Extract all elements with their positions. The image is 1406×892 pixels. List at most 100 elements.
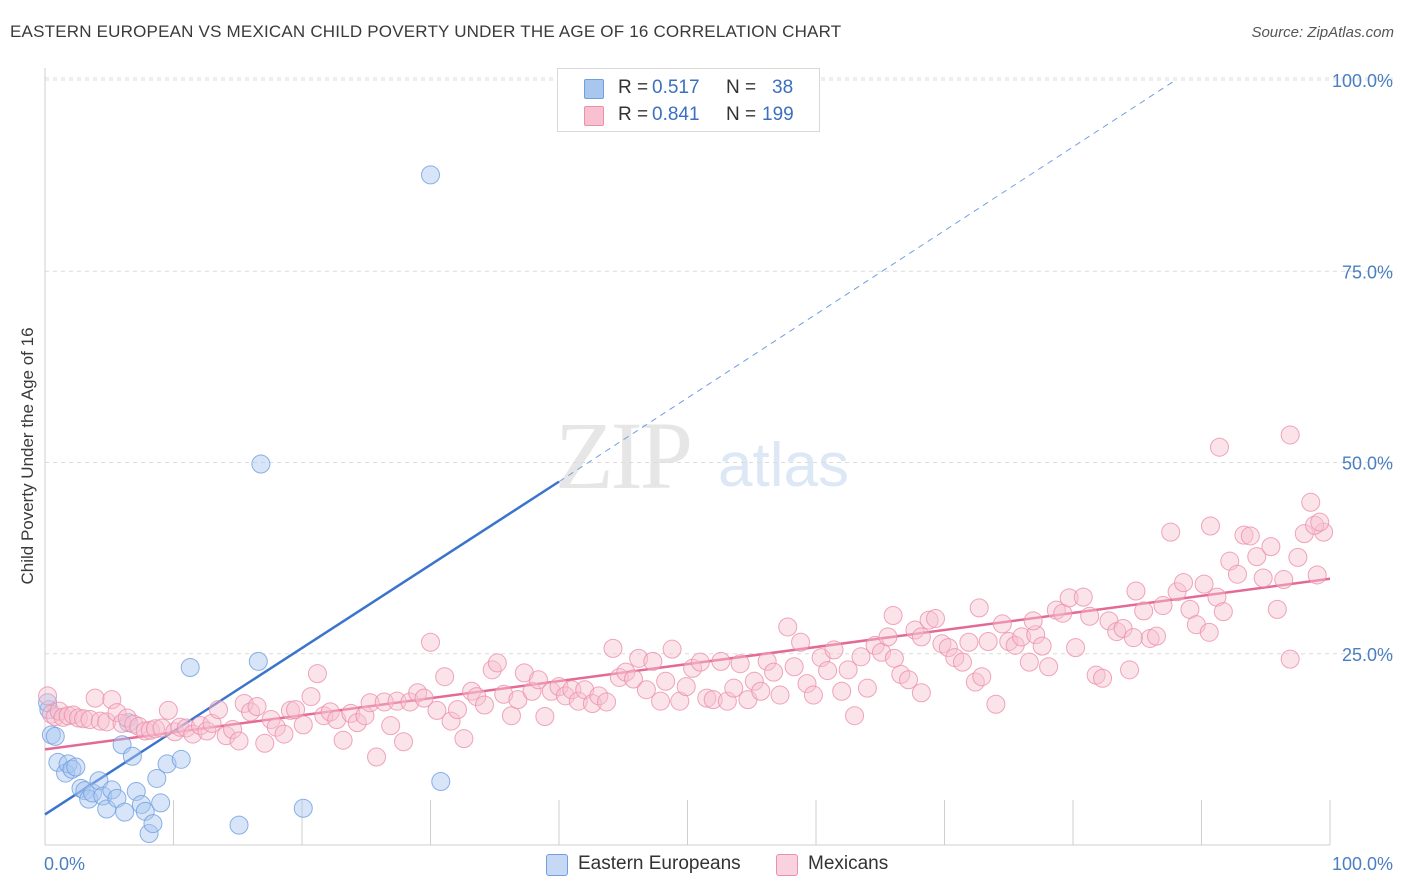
data-point [697,688,717,708]
data-point [147,768,167,788]
data-point [381,716,401,736]
data-point [251,454,271,474]
data-point [1120,660,1140,680]
data-point [1012,627,1032,647]
y-tick-label: 100.0% [1332,71,1393,91]
data-point [883,606,903,625]
data-point [1194,574,1214,594]
data-point [255,733,275,753]
data-point [845,706,865,726]
legend-n-label: N = [726,104,757,125]
data-point [744,671,764,691]
data-point [656,671,676,691]
data-point [838,660,858,680]
data-point [1161,522,1181,542]
data-point [703,690,723,710]
data-point [229,815,249,835]
data-point [135,801,155,821]
data-point [730,654,750,674]
data-point [274,724,294,744]
data-point [609,667,629,687]
trend-extension-eastern-europeans [558,79,1177,483]
data-point [122,746,142,766]
data-point [1207,587,1227,607]
legend-swatch-mexicans [584,106,604,126]
x-tick-label: 0.0% [44,854,85,874]
data-point [74,709,94,729]
data-point [597,692,617,712]
data-point [157,754,177,774]
legend-n-value: 199 [762,104,794,125]
legend-label: Eastern Europeans [578,853,741,874]
data-point [1023,611,1043,631]
data-point [1134,601,1154,621]
data-point [636,680,656,700]
data-point [764,662,784,682]
data-point [341,703,361,723]
data-point [711,651,731,671]
data-point [986,694,1006,714]
data-point [79,789,99,809]
data-point [143,814,163,834]
data-point [441,711,461,731]
series-mexicans [38,425,1334,767]
data-point [1153,596,1173,616]
data-point [535,706,555,726]
data-point [408,683,428,703]
data-point [320,702,340,722]
data-point [414,688,434,708]
data-point [301,687,321,707]
data-point [938,638,958,658]
data-point [952,652,972,672]
data-point [603,638,623,658]
data-point [293,715,313,735]
data-point [66,757,86,777]
data-point [1274,570,1294,590]
legend-r-value: 0.841 [652,104,700,125]
data-point [1059,588,1079,608]
data-point [857,678,877,698]
data-point [690,652,710,672]
data-point [1288,547,1308,567]
x-tick-label: 100.0% [1332,854,1393,874]
data-point [266,717,286,737]
data-point [1032,636,1052,656]
data-point [124,714,144,734]
data-point [158,700,178,720]
data-point [333,730,353,750]
data-point [1227,564,1247,584]
data-point [1280,425,1300,445]
data-point [360,693,380,713]
data-point [90,711,110,731]
y-tick-label: 75.0% [1342,262,1393,282]
data-point [435,667,455,687]
data-point [582,693,602,713]
data-point [683,658,703,678]
axes [44,68,1331,846]
data-point [1310,512,1330,532]
data-point [1039,657,1059,677]
data-point [208,700,228,720]
y-tick-label: 25.0% [1342,645,1393,665]
data-point [190,716,210,736]
data-point [394,732,414,752]
data-point [568,691,588,711]
data-point [307,664,327,684]
data-point [1174,573,1194,593]
data-point [676,677,696,697]
data-point [462,681,482,701]
data-point [616,662,636,682]
data-point [1093,668,1113,688]
legend-n-value: 38 [772,77,794,98]
data-point [784,657,804,677]
legend-r-label: R = [618,104,649,125]
data-point [624,669,644,689]
data-point [899,670,919,690]
data-point [1261,537,1281,557]
data-point [58,754,78,774]
data-point [280,700,300,720]
data-point [1147,626,1167,646]
watermark-atlas: atlas [718,431,849,500]
data-point [508,690,528,710]
watermark-zip: ZIP [555,402,693,509]
